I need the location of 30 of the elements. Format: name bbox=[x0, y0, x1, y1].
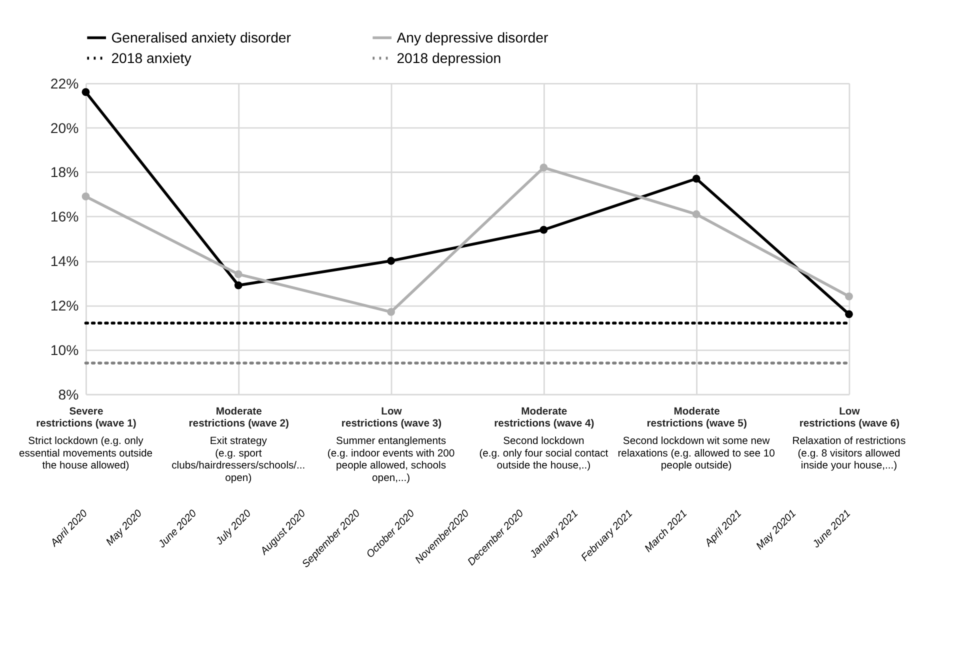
y-tick-label: 10% bbox=[50, 342, 80, 358]
point bbox=[387, 256, 395, 265]
legend-label: Any depressive disorder bbox=[396, 29, 549, 46]
point bbox=[540, 164, 548, 172]
point bbox=[82, 192, 90, 200]
y-tick-label: 16% bbox=[50, 208, 80, 225]
category-label: Low restrictions (wave 3) Summer entanglements (e.g. indoor events with 200 people allowed, schools open,...) bbox=[327, 406, 455, 484]
point bbox=[82, 88, 90, 96]
y-tick-label: 22% bbox=[50, 75, 80, 92]
point bbox=[234, 270, 242, 278]
point bbox=[845, 292, 853, 300]
category-label: Moderate restrictions (wave 5) Second lockdown wit some new relaxations (e.g. allowed to see 10 people outside) bbox=[618, 406, 775, 472]
legend-label: Generalised anxiety disorder bbox=[111, 29, 292, 46]
category-label: Moderate restrictions (wave 4) Second lockdown (e.g. only four social contact outside the house,..) bbox=[479, 406, 608, 472]
point bbox=[234, 281, 242, 290]
y-tick-label: 18% bbox=[50, 164, 80, 180]
y-tick-label: 14% bbox=[50, 253, 80, 270]
category-label: Moderate restrictions (wave 2) Exit strategy (e.g. sport clubs/hairdressers/schools/... open) bbox=[172, 406, 306, 484]
point bbox=[387, 308, 395, 316]
point bbox=[692, 210, 700, 218]
point bbox=[692, 174, 700, 183]
point bbox=[540, 226, 548, 234]
y-tick-label: 12% bbox=[50, 297, 80, 314]
legend-label: 2018 anxiety bbox=[111, 50, 192, 66]
legend-label: 2018 depression bbox=[396, 50, 502, 66]
y-tick-label: 20% bbox=[50, 120, 80, 136]
point bbox=[845, 310, 853, 318]
y-tick-label: 8% bbox=[58, 386, 80, 402]
category-label: Severe restrictions (wave 1) Strict lockdown (e.g. only essential movements outside the house allowed) bbox=[18, 406, 153, 472]
category-label: Low restrictions (wave 6) Relaxation of restrictions (e.g. 8 visitors allowed inside your house,...) bbox=[792, 406, 906, 472]
